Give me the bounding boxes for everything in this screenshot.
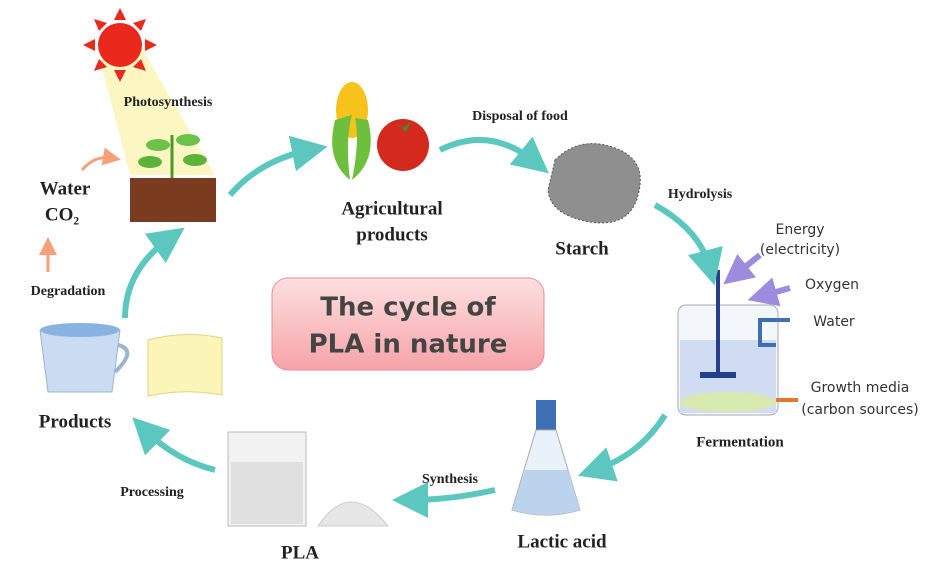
arrow xyxy=(747,277,791,307)
label: Degradation xyxy=(31,284,106,299)
label: Hydrolysis xyxy=(668,187,733,202)
impeller xyxy=(700,372,736,378)
growth-layer xyxy=(680,392,776,412)
film xyxy=(147,333,223,397)
corn-leaves xyxy=(332,115,371,180)
powder xyxy=(317,501,390,527)
label: CO₂ xyxy=(45,204,80,225)
label: Products xyxy=(39,411,111,432)
cup-top xyxy=(40,323,120,337)
center-title: The cycle of xyxy=(320,293,496,323)
label: Growth media xyxy=(811,380,910,396)
label: Disposal of food xyxy=(472,109,568,124)
label: Processing xyxy=(120,485,184,500)
label: Lactic acid xyxy=(517,531,607,552)
label: Oxygen xyxy=(805,277,859,293)
center-title: PLA in nature xyxy=(309,330,508,360)
tomato xyxy=(377,119,429,171)
starch xyxy=(547,143,641,224)
soil xyxy=(130,178,216,222)
label: (carbon sources) xyxy=(801,402,919,418)
label: Energy xyxy=(775,222,824,238)
label: Starch xyxy=(555,238,609,259)
sun xyxy=(83,8,157,82)
arrow xyxy=(80,147,121,172)
center-box xyxy=(271,277,545,371)
cup-handle xyxy=(113,343,130,374)
pellets xyxy=(231,462,303,524)
label: Photosynthesis xyxy=(124,95,213,110)
flask-cap xyxy=(536,400,556,430)
label: PLA xyxy=(281,542,319,563)
cup xyxy=(39,329,121,393)
label: Agricultural xyxy=(341,198,442,219)
arrow xyxy=(723,252,762,285)
water-pipe xyxy=(758,318,790,347)
tomato-leaf xyxy=(395,122,411,132)
label: Synthesis xyxy=(422,472,479,487)
label: Fermentation xyxy=(696,434,784,450)
plant xyxy=(138,134,207,178)
label: products xyxy=(356,224,427,245)
label: Water xyxy=(813,314,855,330)
label: Water xyxy=(40,178,91,199)
label: (electricity) xyxy=(760,242,840,258)
flask-liquid xyxy=(512,470,580,515)
cycle-arrows xyxy=(122,135,723,518)
